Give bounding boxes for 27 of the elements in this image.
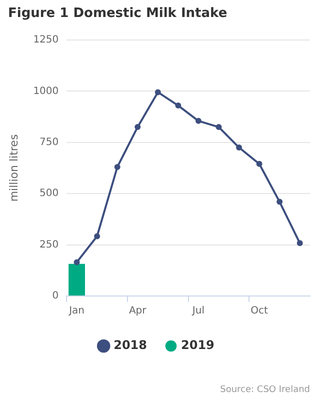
y-tick-label: 1000 xyxy=(33,86,59,97)
legend-label: 2018 xyxy=(114,338,148,352)
point xyxy=(94,233,100,240)
point xyxy=(276,198,283,205)
x-tick-label: Jul xyxy=(191,306,205,317)
point xyxy=(134,124,141,130)
point xyxy=(154,89,161,96)
point xyxy=(175,102,182,109)
legend-label: 2019 xyxy=(181,338,214,352)
point xyxy=(236,144,242,151)
x-tick-label: Jan xyxy=(68,306,84,317)
chart-title: Figure 1 Domestic Milk Intake xyxy=(8,6,228,21)
y-tick-label: 500 xyxy=(40,188,59,200)
source-note: Source: CSO Ireland xyxy=(220,385,310,395)
y-axis-title: million litres xyxy=(7,134,20,202)
y-tick-label: 1250 xyxy=(33,34,59,46)
x-tick-label: Oct xyxy=(250,306,268,317)
y-tick-label: 0 xyxy=(52,290,59,302)
point xyxy=(296,240,303,246)
point xyxy=(74,259,80,266)
y-tick-label: 250 xyxy=(40,239,59,250)
y-tick-label: 750 xyxy=(40,136,59,148)
x-tick-label: Apr xyxy=(128,306,148,317)
point xyxy=(256,160,262,167)
point xyxy=(216,124,222,130)
point xyxy=(114,164,120,170)
point xyxy=(195,118,202,124)
